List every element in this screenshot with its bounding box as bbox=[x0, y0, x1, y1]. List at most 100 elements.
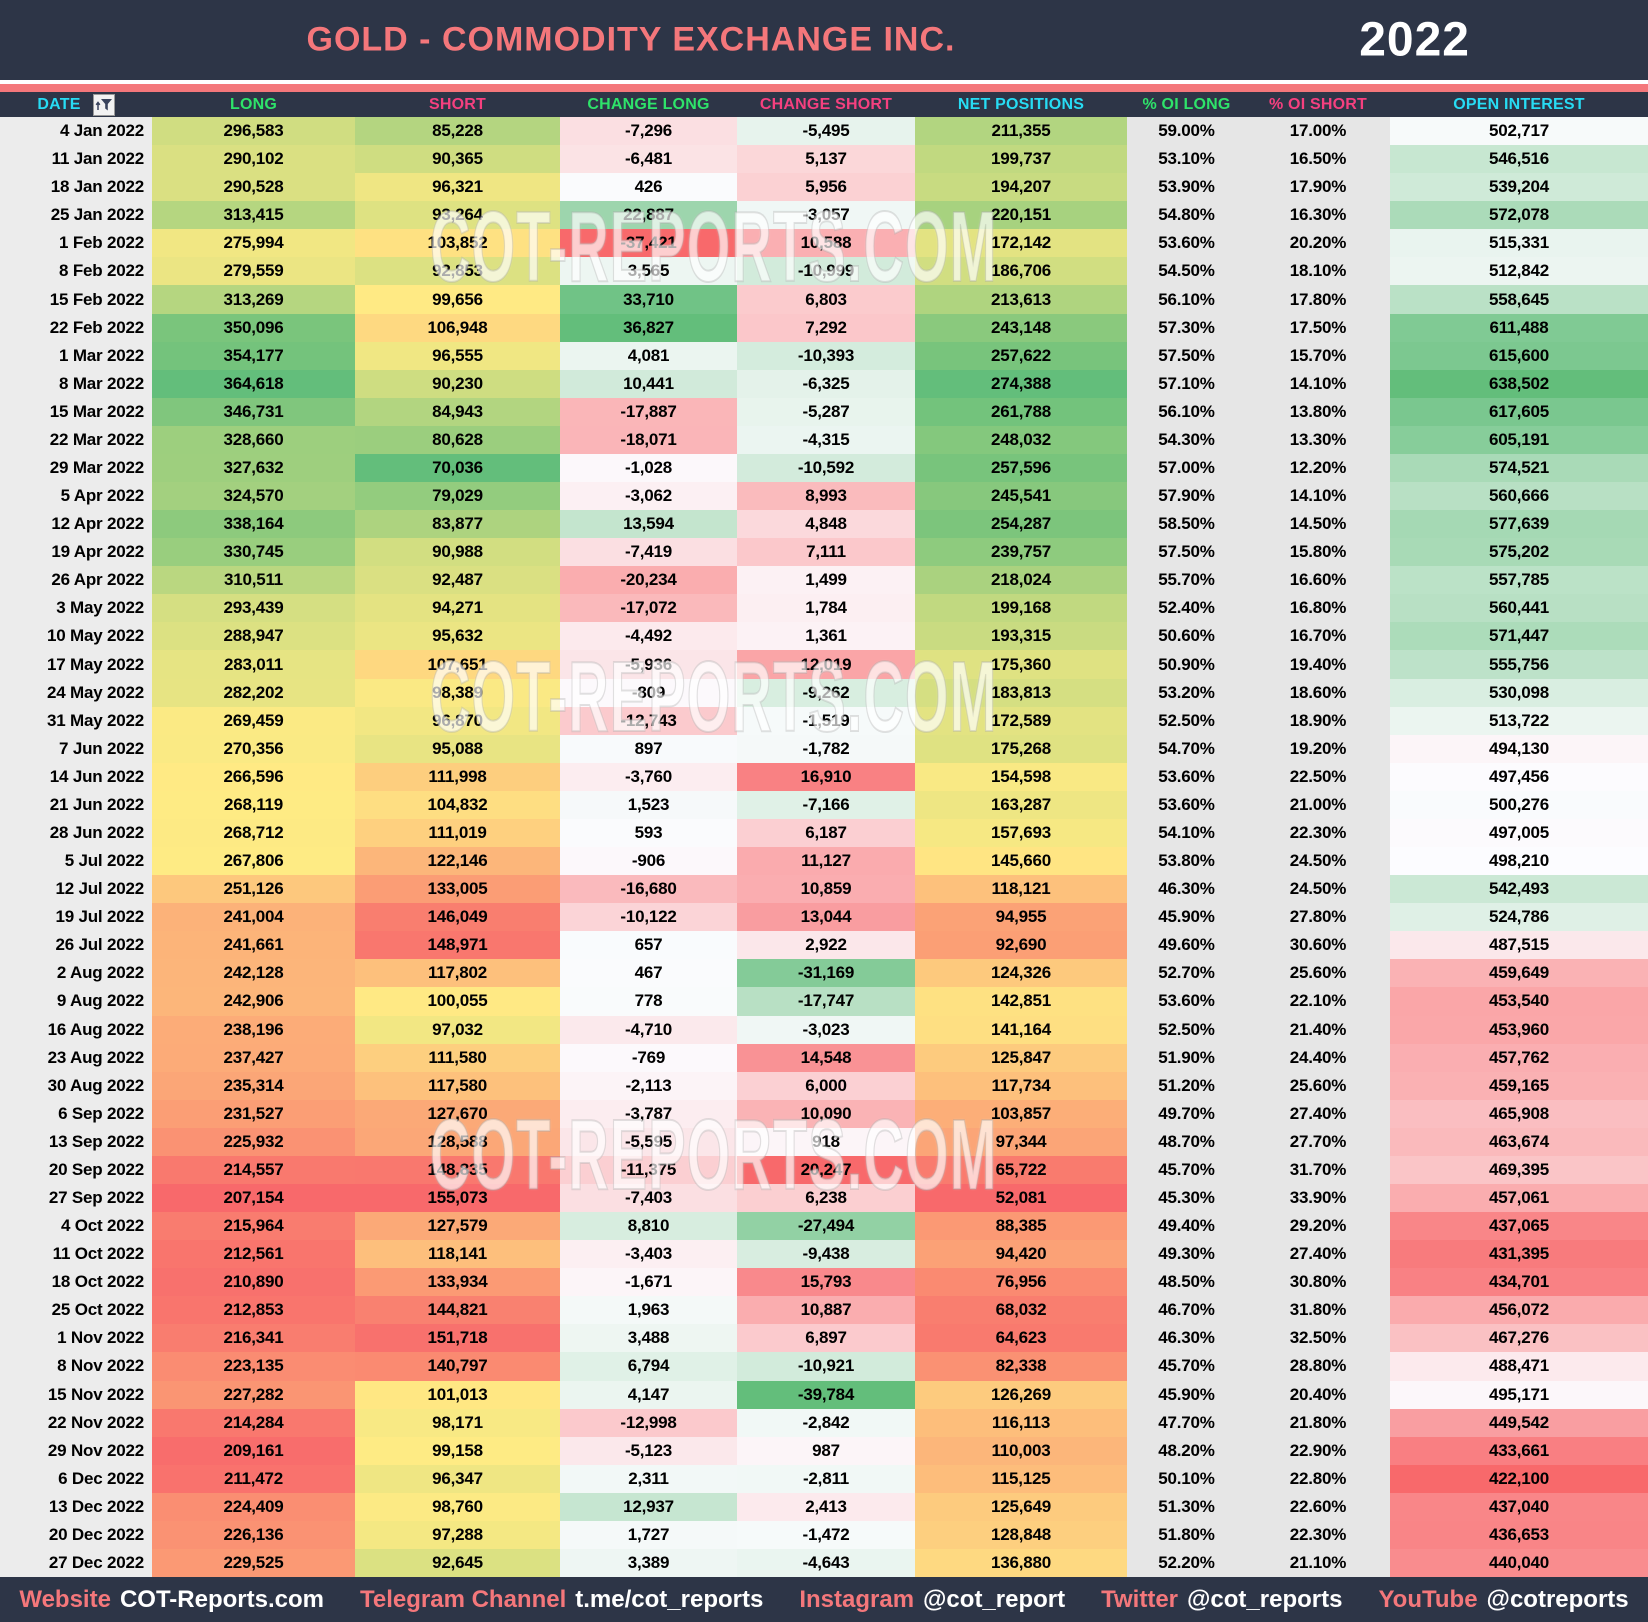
table-row: 3 May 2022 293,439 94,271 -17,072 1,784 199,1… bbox=[0, 594, 1648, 623]
cell-pct-oi-short: 29.20% bbox=[1246, 1212, 1390, 1241]
cell-open-interest: 497,456 bbox=[1390, 762, 1648, 791]
col-header-date-label: DATE bbox=[37, 95, 81, 113]
cell-net-positions: 115,125 bbox=[915, 1464, 1127, 1493]
cell-net-positions: 124,326 bbox=[915, 959, 1127, 988]
cell-open-interest: 571,447 bbox=[1390, 622, 1648, 651]
cell-change-long: 657 bbox=[560, 931, 737, 960]
cell-short: 118,141 bbox=[355, 1240, 560, 1269]
cell-date: 1 Nov 2022 bbox=[0, 1324, 152, 1353]
cell-change-long: -17,887 bbox=[560, 397, 737, 426]
cell-change-short: 8,993 bbox=[737, 482, 915, 511]
cell-pct-oi-long: 50.90% bbox=[1127, 650, 1246, 679]
cell-change-short: -6,325 bbox=[737, 369, 915, 398]
cell-short: 98,389 bbox=[355, 678, 560, 707]
cell-date: 25 Oct 2022 bbox=[0, 1296, 152, 1325]
cell-open-interest: 542,493 bbox=[1390, 875, 1648, 904]
cell-change-long: -3,760 bbox=[560, 762, 737, 791]
cell-date: 26 Jul 2022 bbox=[0, 931, 152, 960]
cell-open-interest: 572,078 bbox=[1390, 201, 1648, 230]
cell-date: 12 Jul 2022 bbox=[0, 875, 152, 904]
cell-open-interest: 617,605 bbox=[1390, 397, 1648, 426]
cell-date: 29 Nov 2022 bbox=[0, 1436, 152, 1465]
cell-change-short: -10,592 bbox=[737, 453, 915, 483]
cell-pct-oi-long: 46.70% bbox=[1127, 1296, 1246, 1325]
cell-pct-oi-long: 51.90% bbox=[1127, 1043, 1246, 1072]
cell-short: 97,288 bbox=[355, 1520, 560, 1549]
filter-icon[interactable] bbox=[92, 93, 115, 116]
cell-change-long: -7,403 bbox=[560, 1183, 737, 1213]
table-row: 26 Jul 2022 241,661 148,971 657 2,922 92,690 4… bbox=[0, 931, 1648, 960]
footer-youtube-link[interactable]: @cotreports bbox=[1486, 1585, 1629, 1613]
cell-date: 20 Dec 2022 bbox=[0, 1520, 152, 1549]
cell-pct-oi-short: 27.40% bbox=[1246, 1240, 1390, 1269]
cell-long: 266,596 bbox=[152, 762, 355, 791]
cell-change-short: -5,287 bbox=[737, 397, 915, 426]
col-header-open-interest: OPEN INTEREST bbox=[1453, 95, 1585, 113]
cell-change-short: 11,127 bbox=[737, 847, 915, 876]
cell-short: 84,943 bbox=[355, 397, 560, 426]
cell-change-short: 5,956 bbox=[737, 173, 915, 202]
cell-pct-oi-short: 30.60% bbox=[1246, 931, 1390, 960]
table-row: 15 Feb 2022 313,269 99,656 33,710 6,803 213,6… bbox=[0, 285, 1648, 314]
cell-change-short: 918 bbox=[737, 1127, 915, 1156]
cell-open-interest: 615,600 bbox=[1390, 341, 1648, 370]
cell-change-short: 6,187 bbox=[737, 818, 915, 848]
cell-change-long: -10,122 bbox=[560, 903, 737, 932]
cell-change-long: -5,936 bbox=[560, 650, 737, 679]
cell-short: 107,651 bbox=[355, 650, 560, 679]
cell-long: 293,439 bbox=[152, 594, 355, 623]
footer-telegram-link[interactable]: t.me/cot_reports bbox=[575, 1585, 764, 1613]
cell-change-long: 426 bbox=[560, 173, 737, 202]
cell-net-positions: 92,690 bbox=[915, 931, 1127, 960]
cell-short: 117,802 bbox=[355, 959, 560, 988]
cell-pct-oi-short: 22.30% bbox=[1246, 1520, 1390, 1549]
cell-pct-oi-short: 27.80% bbox=[1246, 903, 1390, 932]
cell-open-interest: 459,649 bbox=[1390, 959, 1648, 988]
cell-long: 290,102 bbox=[152, 145, 355, 174]
cell-pct-oi-short: 32.50% bbox=[1246, 1324, 1390, 1353]
table-row: 15 Nov 2022 227,282 101,013 4,147 -39,784 126… bbox=[0, 1380, 1648, 1409]
cell-short: 90,988 bbox=[355, 538, 560, 567]
cell-change-long: -4,710 bbox=[560, 1015, 737, 1044]
table-row: 28 Jun 2022 268,712 111,019 593 6,187 157,693… bbox=[0, 818, 1648, 848]
cell-net-positions: 118,121 bbox=[915, 875, 1127, 904]
cell-open-interest: 436,653 bbox=[1390, 1520, 1648, 1549]
table-row: 8 Mar 2022 364,618 90,230 10,441 -6,325 274,3… bbox=[0, 369, 1648, 398]
footer-instagram-link[interactable]: @cot_report bbox=[923, 1585, 1066, 1613]
cell-open-interest: 530,098 bbox=[1390, 678, 1648, 707]
cell-open-interest: 575,202 bbox=[1390, 538, 1648, 567]
cell-change-long: 1,727 bbox=[560, 1520, 737, 1549]
footer-website-link[interactable]: COT-Reports.com bbox=[119, 1585, 324, 1613]
cell-change-short: 7,292 bbox=[737, 313, 915, 342]
cell-pct-oi-short: 16.50% bbox=[1246, 145, 1390, 174]
cell-open-interest: 513,722 bbox=[1390, 706, 1648, 735]
cell-pct-oi-long: 51.30% bbox=[1127, 1492, 1246, 1521]
cell-change-short: -2,811 bbox=[737, 1464, 915, 1493]
cell-pct-oi-short: 16.70% bbox=[1246, 622, 1390, 651]
cell-change-long: 6,794 bbox=[560, 1352, 737, 1381]
cell-short: 127,670 bbox=[355, 1099, 560, 1128]
cell-long: 242,128 bbox=[152, 959, 355, 988]
cell-change-short: 14,548 bbox=[737, 1043, 915, 1072]
cell-pct-oi-long: 54.10% bbox=[1127, 818, 1246, 848]
cell-net-positions: 64,623 bbox=[915, 1324, 1127, 1353]
cell-change-long: -12,743 bbox=[560, 706, 737, 735]
cell-short: 94,271 bbox=[355, 594, 560, 623]
cell-date: 27 Sep 2022 bbox=[0, 1183, 152, 1213]
cell-long: 223,135 bbox=[152, 1352, 355, 1381]
cell-date: 15 Nov 2022 bbox=[0, 1380, 152, 1409]
cell-date: 8 Nov 2022 bbox=[0, 1352, 152, 1381]
cell-pct-oi-short: 21.80% bbox=[1246, 1408, 1390, 1437]
col-header-pct-oi-short: % OI SHORT bbox=[1268, 95, 1367, 113]
cell-long: 313,415 bbox=[152, 201, 355, 230]
cell-change-long: 3,389 bbox=[560, 1548, 737, 1578]
cell-date: 25 Jan 2022 bbox=[0, 201, 152, 230]
cell-short: 122,146 bbox=[355, 847, 560, 876]
cell-short: 127,579 bbox=[355, 1212, 560, 1241]
cell-change-long: 22,887 bbox=[560, 201, 737, 230]
cell-long: 227,282 bbox=[152, 1380, 355, 1409]
cell-net-positions: 128,848 bbox=[915, 1520, 1127, 1549]
cell-net-positions: 116,113 bbox=[915, 1408, 1127, 1437]
footer-twitter-link[interactable]: @cot_reports bbox=[1187, 1585, 1343, 1613]
table-row: 27 Dec 2022 229,525 92,645 3,389 -4,643 136,8… bbox=[0, 1548, 1648, 1578]
